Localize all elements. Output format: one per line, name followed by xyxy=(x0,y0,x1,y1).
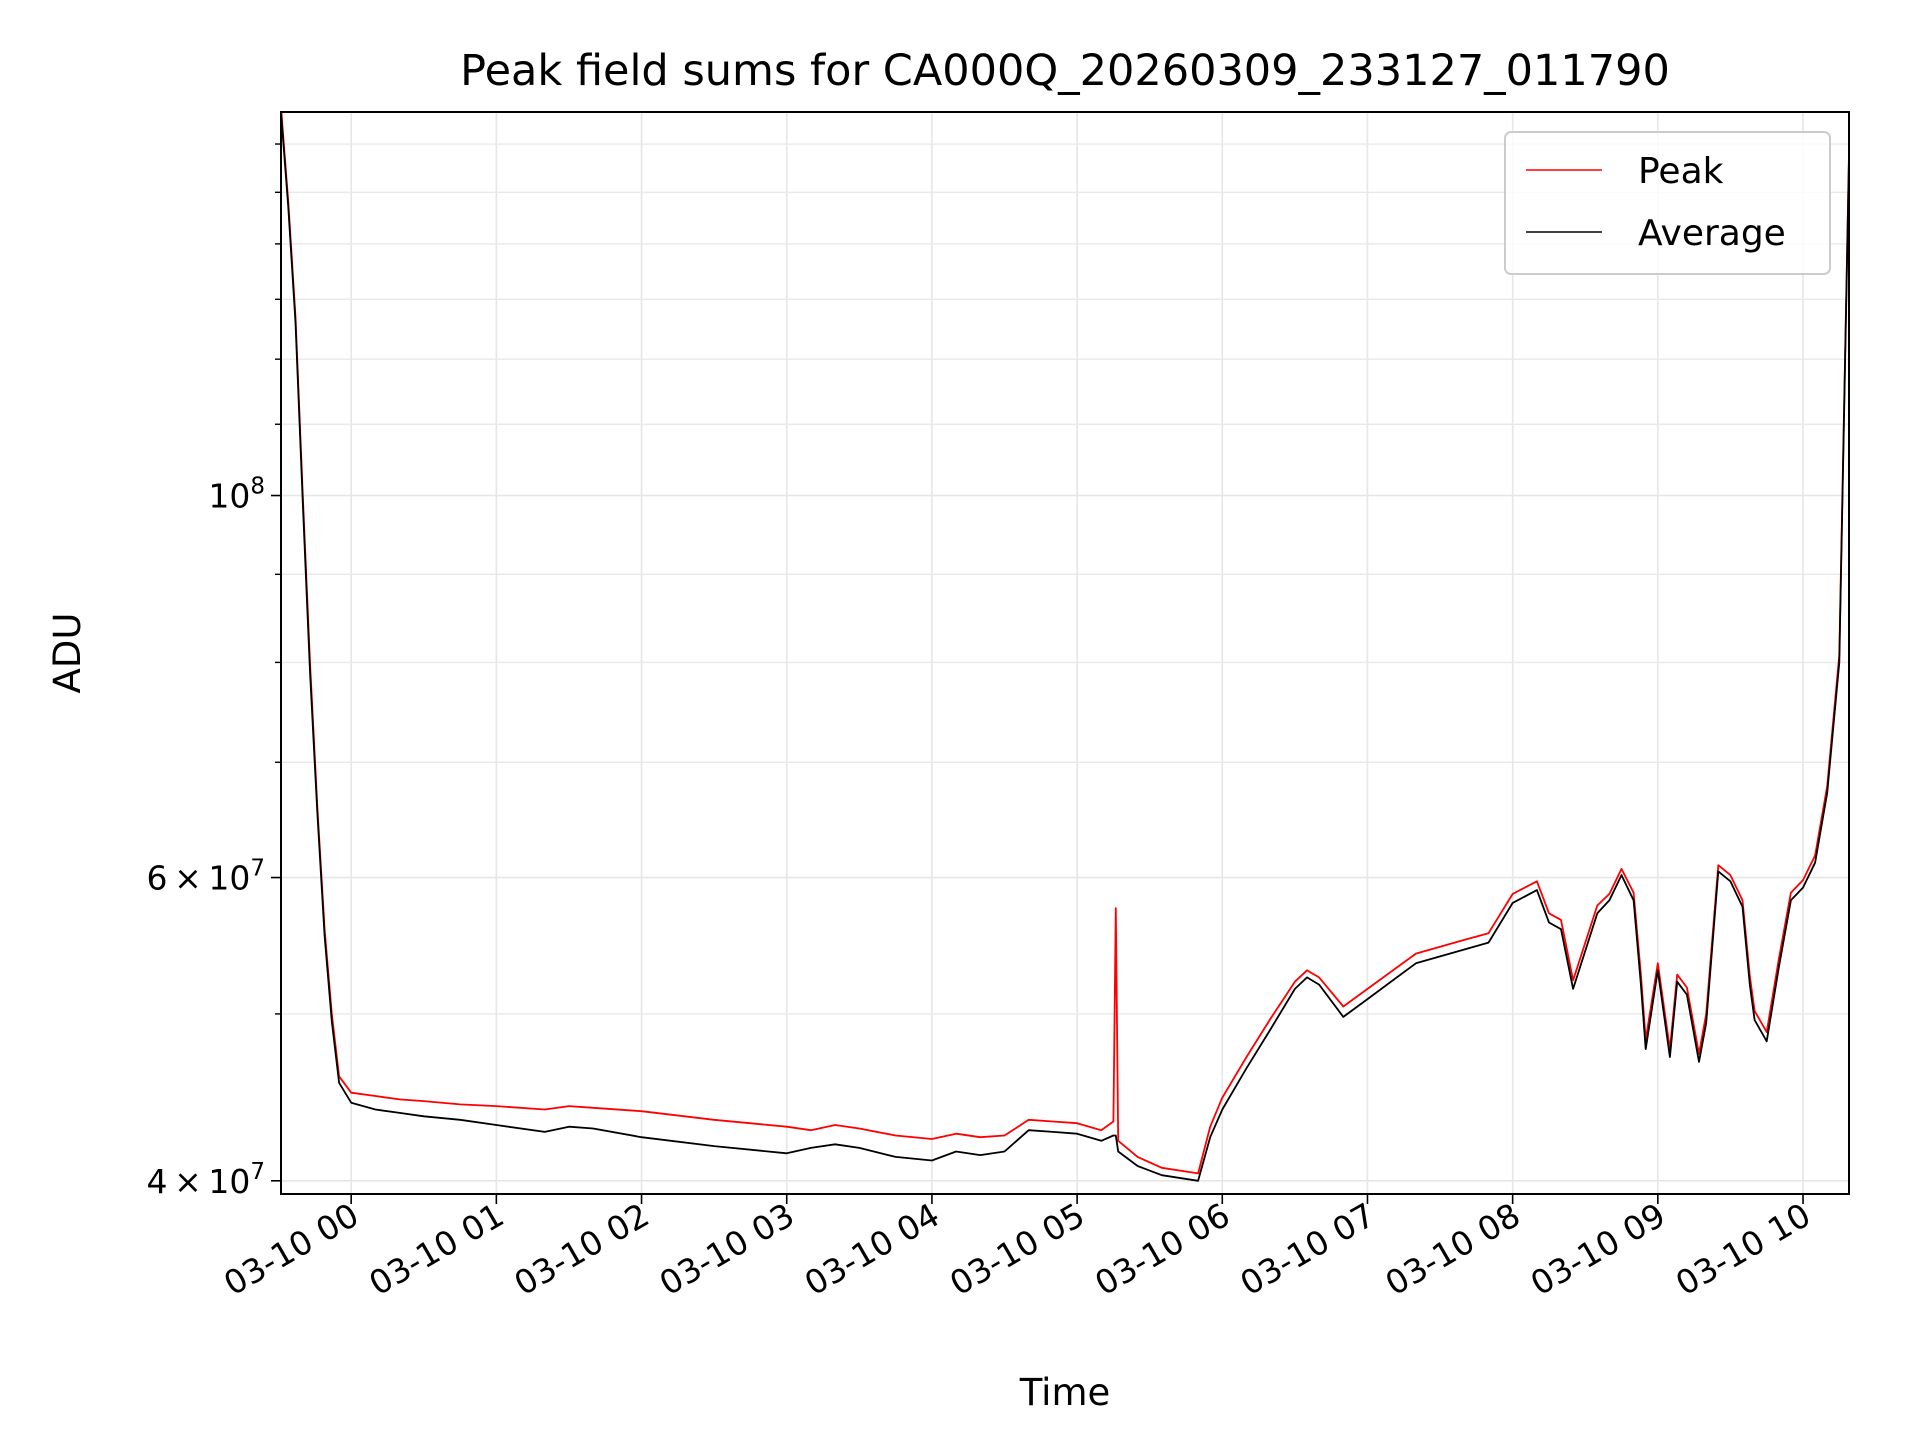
legend-label-average: Average xyxy=(1638,213,1786,254)
series-line-peak xyxy=(281,112,1849,1175)
series-line-average xyxy=(281,112,1849,1182)
chart-title: Peak field sums for CA000Q_20260309_2331… xyxy=(460,46,1670,96)
y-tick-label: 108 xyxy=(208,474,265,516)
y-tick-label: 6 × 107 xyxy=(147,856,265,898)
legend-box xyxy=(1504,131,1831,275)
plot-frame xyxy=(280,111,1850,1195)
legend: Peak Average xyxy=(1504,131,1831,275)
y-axis: 4 × 107 6 × 107 108 xyxy=(147,143,281,1201)
x-axis-label: Time xyxy=(1019,1371,1111,1414)
series-layer xyxy=(281,112,1849,1182)
legend-label-peak: Peak xyxy=(1638,151,1724,192)
y-tick-label: 4 × 107 xyxy=(147,1159,265,1201)
y-axis-label: ADU xyxy=(46,613,89,694)
